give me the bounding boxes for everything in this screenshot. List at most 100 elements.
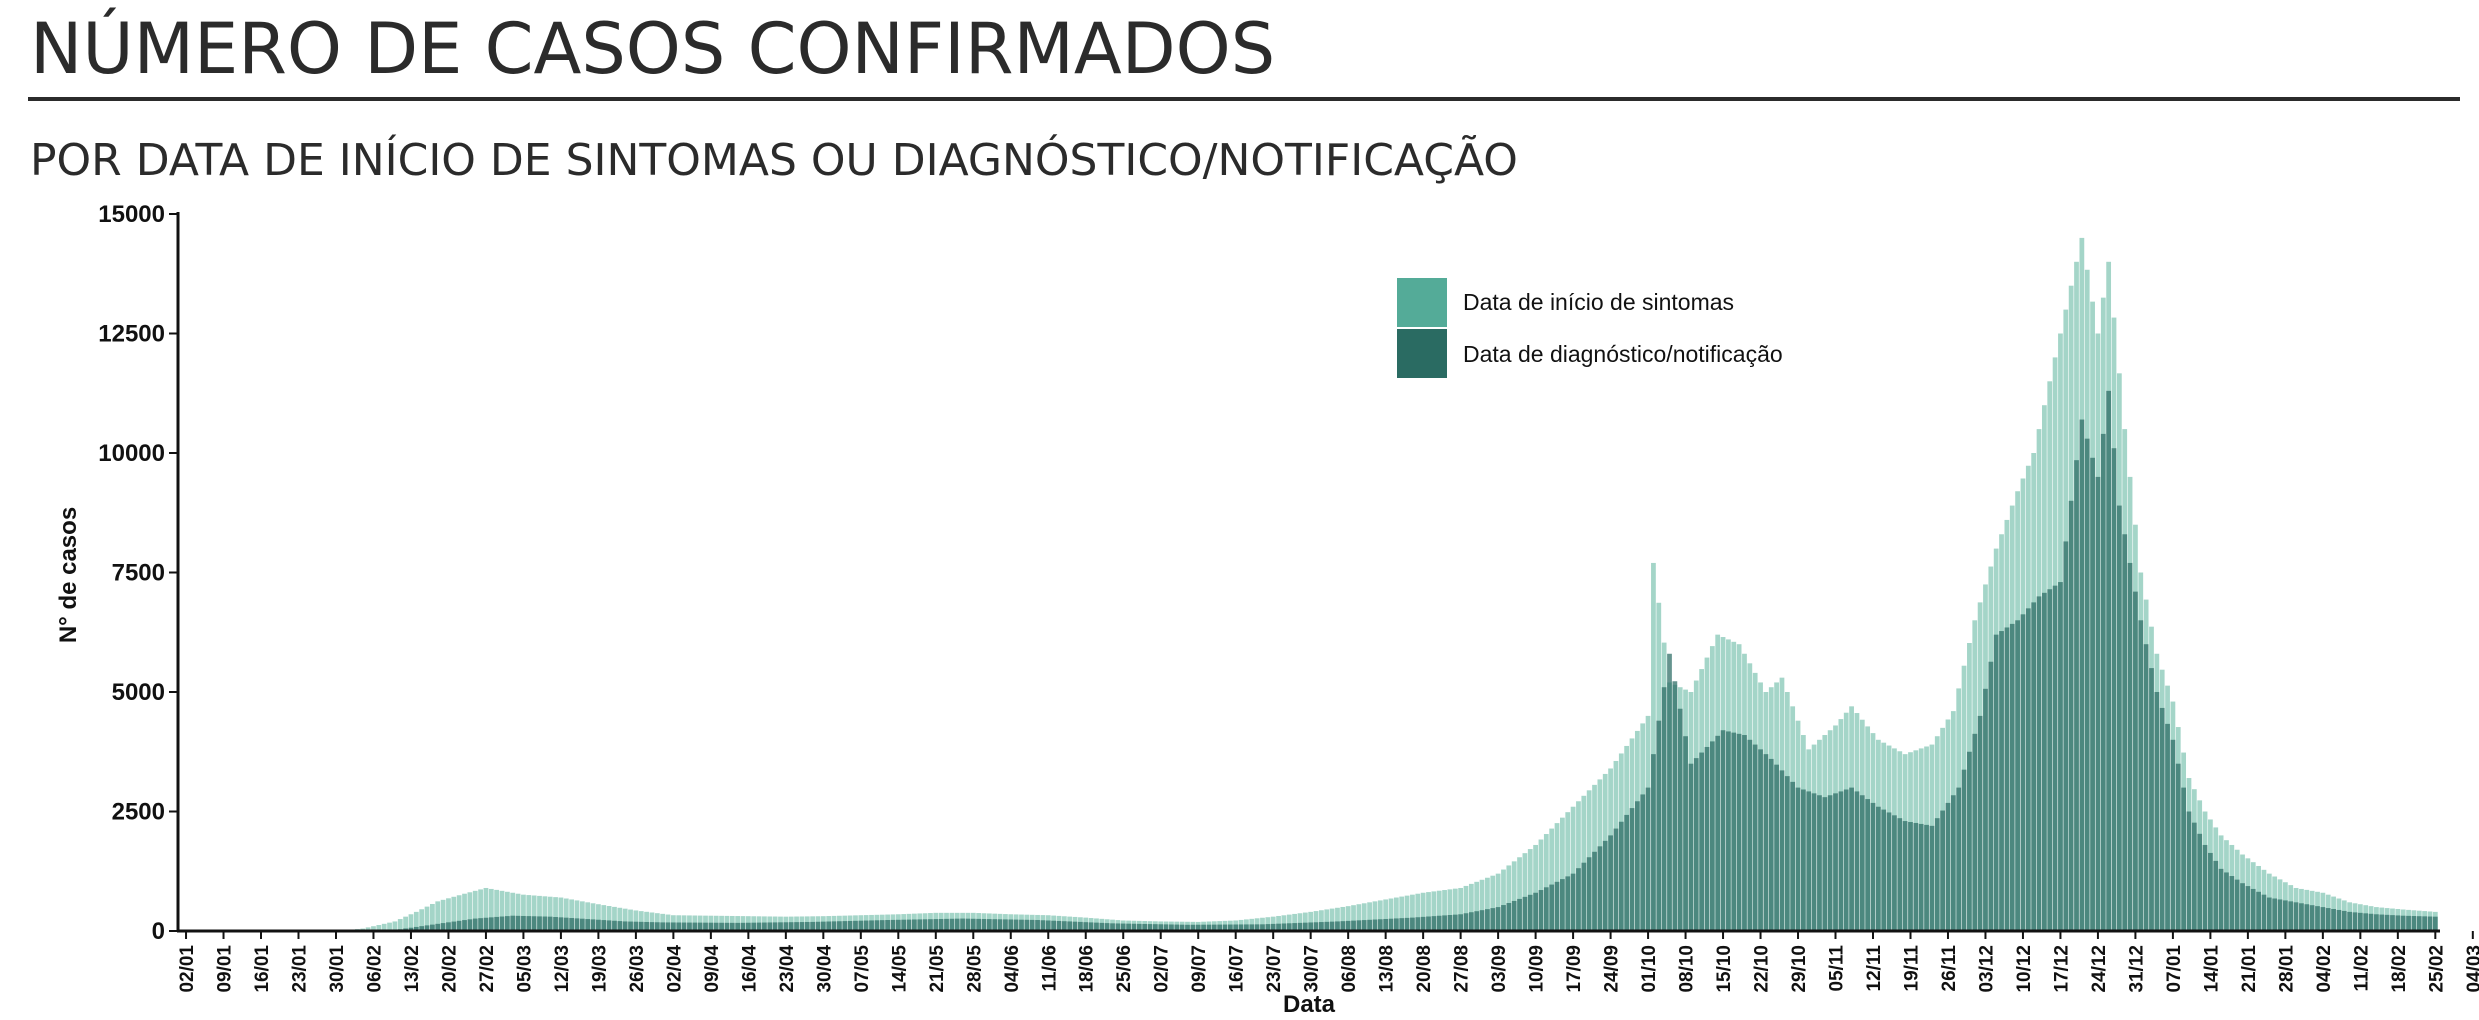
- bar-notificacao: [1967, 751, 1972, 931]
- bar-notificacao: [992, 919, 998, 931]
- bar-notificacao: [2272, 898, 2278, 931]
- bar-sintomas: [1436, 890, 1442, 931]
- bar-sintomas: [413, 911, 419, 931]
- x-axis-label: Data: [1283, 991, 1336, 1018]
- bar-notificacao: [1956, 787, 1962, 931]
- bar-notificacao: [462, 920, 467, 931]
- x-tick-label: 09/04: [702, 945, 723, 993]
- bar-sintomas: [1361, 903, 1367, 931]
- bar-sintomas: [1356, 904, 1362, 931]
- bar-notificacao: [2363, 913, 2369, 931]
- bar-notificacao: [1329, 921, 1335, 931]
- bar-notificacao: [1067, 921, 1073, 931]
- bar-sintomas: [606, 906, 612, 931]
- bar-sintomas: [1560, 817, 1565, 931]
- bar-sintomas: [1276, 915, 1281, 931]
- bar-notificacao: [526, 916, 532, 931]
- bar-notificacao: [847, 920, 853, 931]
- bar-sintomas: [553, 897, 558, 931]
- bar-notificacao: [574, 918, 580, 931]
- bar-sintomas: [1538, 839, 1544, 931]
- bar-sintomas: [590, 903, 596, 931]
- bar-notificacao: [1265, 924, 1271, 931]
- bar-notificacao: [1249, 924, 1255, 931]
- bar-notificacao: [617, 921, 623, 931]
- bar-notificacao: [1993, 634, 1999, 931]
- bar-notificacao: [1319, 922, 1324, 931]
- bar-notificacao: [1302, 922, 1308, 931]
- bar-notificacao: [1404, 917, 1410, 931]
- bar-sintomas: [472, 890, 478, 931]
- bar-notificacao: [1881, 809, 1887, 931]
- x-tick-label: 07/05: [852, 945, 873, 993]
- bar-notificacao: [1999, 631, 2004, 931]
- bar-notificacao: [1988, 661, 1994, 931]
- x-tick-label: 15/10: [1714, 945, 1735, 993]
- bar-notificacao: [2256, 891, 2261, 931]
- bar-notificacao: [1356, 920, 1362, 931]
- bar-sintomas: [622, 908, 628, 931]
- x-tick-label: 08/10: [1677, 945, 1698, 993]
- y-tick-label: 12500: [98, 321, 165, 348]
- bar-sintomas: [1533, 844, 1538, 931]
- bar-notificacao: [2154, 692, 2160, 931]
- x-tick-label: 28/05: [964, 945, 985, 993]
- x-tick-label: 31/12: [2126, 945, 2147, 993]
- bar-notificacao: [922, 919, 928, 931]
- bar-notificacao: [413, 926, 419, 931]
- bar-notificacao: [478, 918, 483, 931]
- bar-notificacao: [1094, 922, 1099, 931]
- bar-notificacao: [2202, 844, 2208, 931]
- bar-notificacao: [1554, 881, 1560, 931]
- bar-notificacao: [724, 922, 730, 931]
- bar-notificacao: [2042, 592, 2047, 931]
- bar-sintomas: [408, 914, 414, 931]
- bar-notificacao: [2181, 787, 2186, 931]
- bar-sintomas: [1490, 875, 1496, 931]
- bar-notificacao: [440, 923, 446, 931]
- bar-notificacao: [2357, 912, 2363, 931]
- bar-notificacao: [997, 919, 1003, 931]
- bar-notificacao: [1115, 923, 1121, 931]
- bar-notificacao: [1045, 920, 1051, 931]
- bar-notificacao: [1367, 919, 1372, 931]
- bar-notificacao: [826, 921, 832, 931]
- bar-sintomas: [1319, 910, 1324, 931]
- bar-notificacao: [1244, 924, 1249, 931]
- bar-notificacao: [1886, 812, 1892, 931]
- x-tick-label: 16/04: [739, 945, 760, 993]
- bar-sintomas: [435, 901, 441, 931]
- bar-sintomas: [1452, 888, 1458, 931]
- bar-sintomas: [462, 893, 467, 931]
- bar-notificacao: [842, 921, 848, 931]
- x-tick-label: 10/09: [1527, 945, 1548, 993]
- bar-notificacao: [1072, 921, 1078, 931]
- bar-notificacao: [1163, 924, 1169, 931]
- bar-notificacao: [2250, 888, 2256, 931]
- bar-notificacao: [472, 918, 478, 931]
- bar-notificacao: [1715, 735, 1721, 931]
- bar-notificacao: [1388, 918, 1394, 931]
- bar-notificacao: [1313, 922, 1319, 931]
- bar-sintomas: [542, 896, 548, 931]
- bar-notificacao: [687, 922, 692, 931]
- bar-notificacao: [547, 916, 553, 931]
- bar-sintomas: [579, 901, 585, 931]
- bar-sintomas: [403, 916, 408, 931]
- y-tick-label: 7500: [112, 560, 165, 587]
- bar-notificacao: [2309, 905, 2315, 931]
- bar-notificacao: [901, 919, 907, 931]
- bar-notificacao: [2047, 589, 2053, 931]
- bar-sintomas: [633, 910, 639, 931]
- bar-notificacao: [2084, 438, 2090, 931]
- bar-notificacao: [1152, 924, 1158, 931]
- bar-notificacao: [2400, 915, 2406, 931]
- x-tick-label: 13/08: [1377, 945, 1398, 993]
- bar-notificacao: [1463, 913, 1469, 931]
- bar-notificacao: [1859, 795, 1865, 931]
- bar-sintomas: [1286, 914, 1292, 931]
- bar-notificacao: [1206, 924, 1212, 931]
- bar-notificacao: [1426, 916, 1431, 931]
- bar-notificacao: [2031, 602, 2037, 932]
- bar-notificacao: [1758, 749, 1763, 931]
